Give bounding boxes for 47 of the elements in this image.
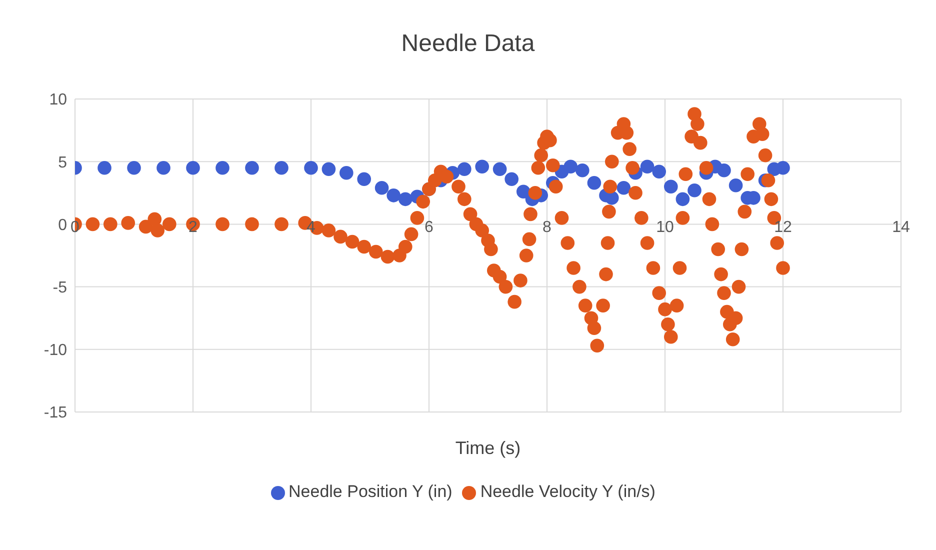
point [304, 160, 318, 175]
point [717, 163, 731, 178]
point [475, 160, 490, 174]
point [575, 163, 590, 178]
point [322, 162, 336, 176]
x-tick-label: 0 [70, 219, 80, 236]
point [274, 160, 288, 175]
point [216, 160, 230, 175]
point [664, 180, 678, 194]
point [776, 160, 790, 175]
point [652, 164, 666, 179]
point [186, 160, 200, 175]
x-tick-label: 12 [774, 219, 792, 236]
chart-title: Needle Data [400, 30, 536, 58]
point [676, 192, 690, 206]
point [339, 166, 354, 180]
point [156, 160, 170, 175]
point [357, 172, 372, 186]
x-tick-label: 10 [656, 219, 674, 236]
y-tick-label: 10 [49, 92, 68, 109]
point [98, 160, 112, 175]
point [457, 162, 472, 176]
point [640, 160, 654, 174]
point [604, 191, 619, 205]
point [374, 180, 389, 195]
legend-label: Needle Position Y (in) [288, 482, 452, 501]
y-tick-label: -10 [44, 342, 68, 360]
point [386, 188, 401, 202]
point [504, 172, 519, 186]
x-axis-title: Time (s) [455, 438, 521, 458]
point [728, 178, 743, 192]
x-tick-label: 6 [424, 219, 434, 236]
y-tick-label: 5 [58, 154, 68, 172]
point [564, 160, 578, 174]
point [688, 184, 702, 198]
point [245, 160, 259, 175]
y-tick-label: -15 [44, 404, 68, 422]
point [127, 160, 141, 175]
point [587, 176, 602, 190]
legend-label: Needle Velocity Y (in/s) [480, 482, 656, 501]
y-tick-label: -5 [52, 279, 68, 296]
x-tick-label: 4 [306, 219, 316, 236]
point [616, 180, 631, 195]
point [492, 162, 507, 176]
point [398, 192, 412, 206]
x-tick-label: 8 [542, 219, 552, 236]
x-tick-label: 14 [892, 219, 910, 236]
